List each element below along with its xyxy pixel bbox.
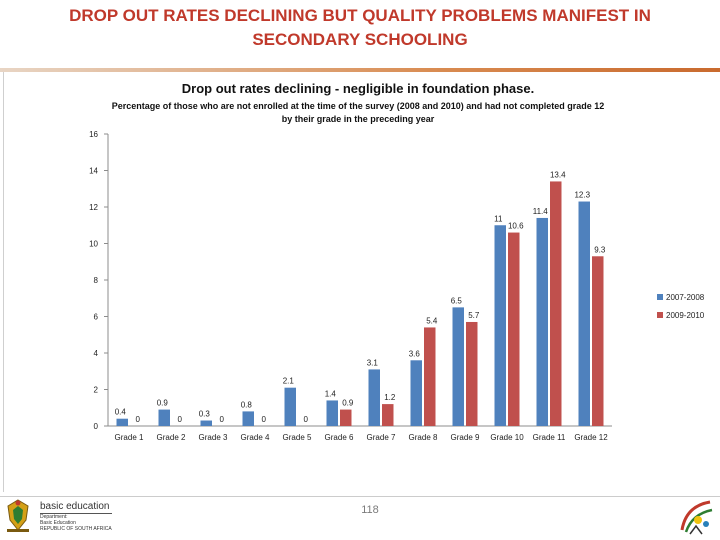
bar-series-1: [242, 411, 254, 426]
y-tick-label: 0: [94, 422, 99, 431]
data-label: 0: [178, 415, 183, 424]
y-tick-label: 4: [94, 349, 99, 358]
y-tick-label: 12: [89, 203, 98, 212]
bar-series-2: [382, 404, 394, 426]
data-label: 0.4: [115, 408, 127, 417]
bar-series-1: [410, 360, 422, 426]
legend-entry: 2009-2010: [666, 311, 705, 320]
x-tick-label: Grade 11: [533, 433, 566, 442]
bar-series-2: [508, 232, 520, 426]
x-tick-label: Grade 1: [115, 433, 144, 442]
data-label: 3.6: [409, 349, 421, 358]
brand-line-1: Department:: [40, 514, 68, 520]
data-label: 0.8: [241, 400, 253, 409]
coat-of-arms-icon: [7, 499, 29, 532]
data-label: 0: [262, 415, 267, 424]
footer: basic education Department: Basic Educat…: [0, 492, 720, 540]
bar-series-1: [326, 400, 338, 426]
bar-series-1: [368, 369, 380, 426]
data-label: 5.4: [426, 316, 438, 325]
legend-swatch: [657, 312, 663, 318]
bar-series-2: [424, 327, 436, 426]
data-label: 5.7: [468, 311, 480, 320]
data-label: 1.2: [384, 393, 396, 402]
x-tick-label: Grade 10: [490, 433, 524, 442]
footer-rule: [0, 496, 720, 497]
data-label: 3.1: [367, 358, 379, 367]
bar-series-1: [200, 420, 212, 426]
x-tick-label: Grade 3: [199, 433, 228, 442]
y-tick-label: 10: [89, 240, 98, 249]
bar-series-2: [592, 256, 604, 426]
data-label: 11: [494, 214, 503, 223]
slide-title-line-2: SECONDARY SCHOOLING: [252, 30, 468, 49]
data-label: 9.3: [594, 245, 606, 254]
bar-series-1: [494, 225, 506, 426]
brand-line-2: Basic Education: [40, 520, 76, 526]
bar-series-1: [536, 217, 548, 426]
bar-series-1: [116, 418, 128, 426]
bar-series-1: [452, 307, 464, 426]
x-tick-label: Grade 12: [574, 433, 608, 442]
y-tick-label: 2: [94, 386, 99, 395]
y-tick-label: 14: [89, 167, 98, 176]
slide-title: DROP OUT RATES DECLINING BUT QUALITY PRO…: [0, 4, 720, 52]
bar-series-1: [284, 387, 296, 426]
bar-series-2: [550, 181, 562, 426]
brand-block: basic education Department: Basic Educat…: [40, 501, 112, 532]
x-tick-label: Grade 7: [367, 433, 396, 442]
bar-series-1: [578, 201, 590, 426]
data-label: 0.9: [157, 399, 169, 408]
data-label: 10.6: [508, 222, 524, 231]
data-label: 11.4: [533, 207, 549, 216]
data-label: 0.3: [199, 410, 211, 419]
y-tick-label: 6: [94, 313, 99, 322]
data-label: 1.4: [325, 389, 337, 398]
accent-rule: [0, 68, 720, 72]
chart-subtitle-line-2: by their grade in the preceding year: [282, 114, 435, 124]
bar-series-2: [340, 409, 352, 426]
x-tick-label: Grade 9: [451, 433, 480, 442]
data-label: 12.3: [574, 191, 590, 200]
legend-entry: 2007-2008: [666, 293, 705, 302]
data-label: 13.4: [550, 170, 566, 179]
left-border: [3, 72, 4, 492]
data-label: 0.9: [342, 399, 354, 408]
data-label: 2.1: [283, 377, 295, 386]
y-tick-label: 8: [94, 276, 99, 285]
x-tick-label: Grade 2: [157, 433, 186, 442]
x-tick-label: Grade 4: [241, 433, 270, 442]
x-tick-label: Grade 6: [325, 433, 354, 442]
data-label: 0: [220, 415, 225, 424]
data-label: 0: [304, 415, 309, 424]
bar-series-1: [158, 409, 170, 426]
slide-title-line-1: DROP OUT RATES DECLINING BUT QUALITY PRO…: [69, 6, 651, 25]
page-number: 118: [361, 504, 379, 516]
brand-name: basic education: [40, 501, 112, 514]
y-tick-label: 16: [89, 130, 98, 139]
legend-swatch: [657, 294, 663, 300]
bar-chart: Drop out rates declining - negligible in…: [89, 81, 705, 442]
x-tick-label: Grade 8: [409, 433, 438, 442]
data-label: 0: [136, 415, 141, 424]
education-logo-icon: [680, 500, 713, 535]
chart-title: Drop out rates declining - negligible in…: [182, 81, 534, 96]
brand-line-3: REPUBLIC OF SOUTH AFRICA: [40, 526, 112, 532]
data-label: 6.5: [451, 296, 463, 305]
bar-series-2: [466, 321, 478, 426]
x-tick-label: Grade 5: [283, 433, 312, 442]
chart-subtitle-line-1: Percentage of those who are not enrolled…: [112, 101, 605, 111]
